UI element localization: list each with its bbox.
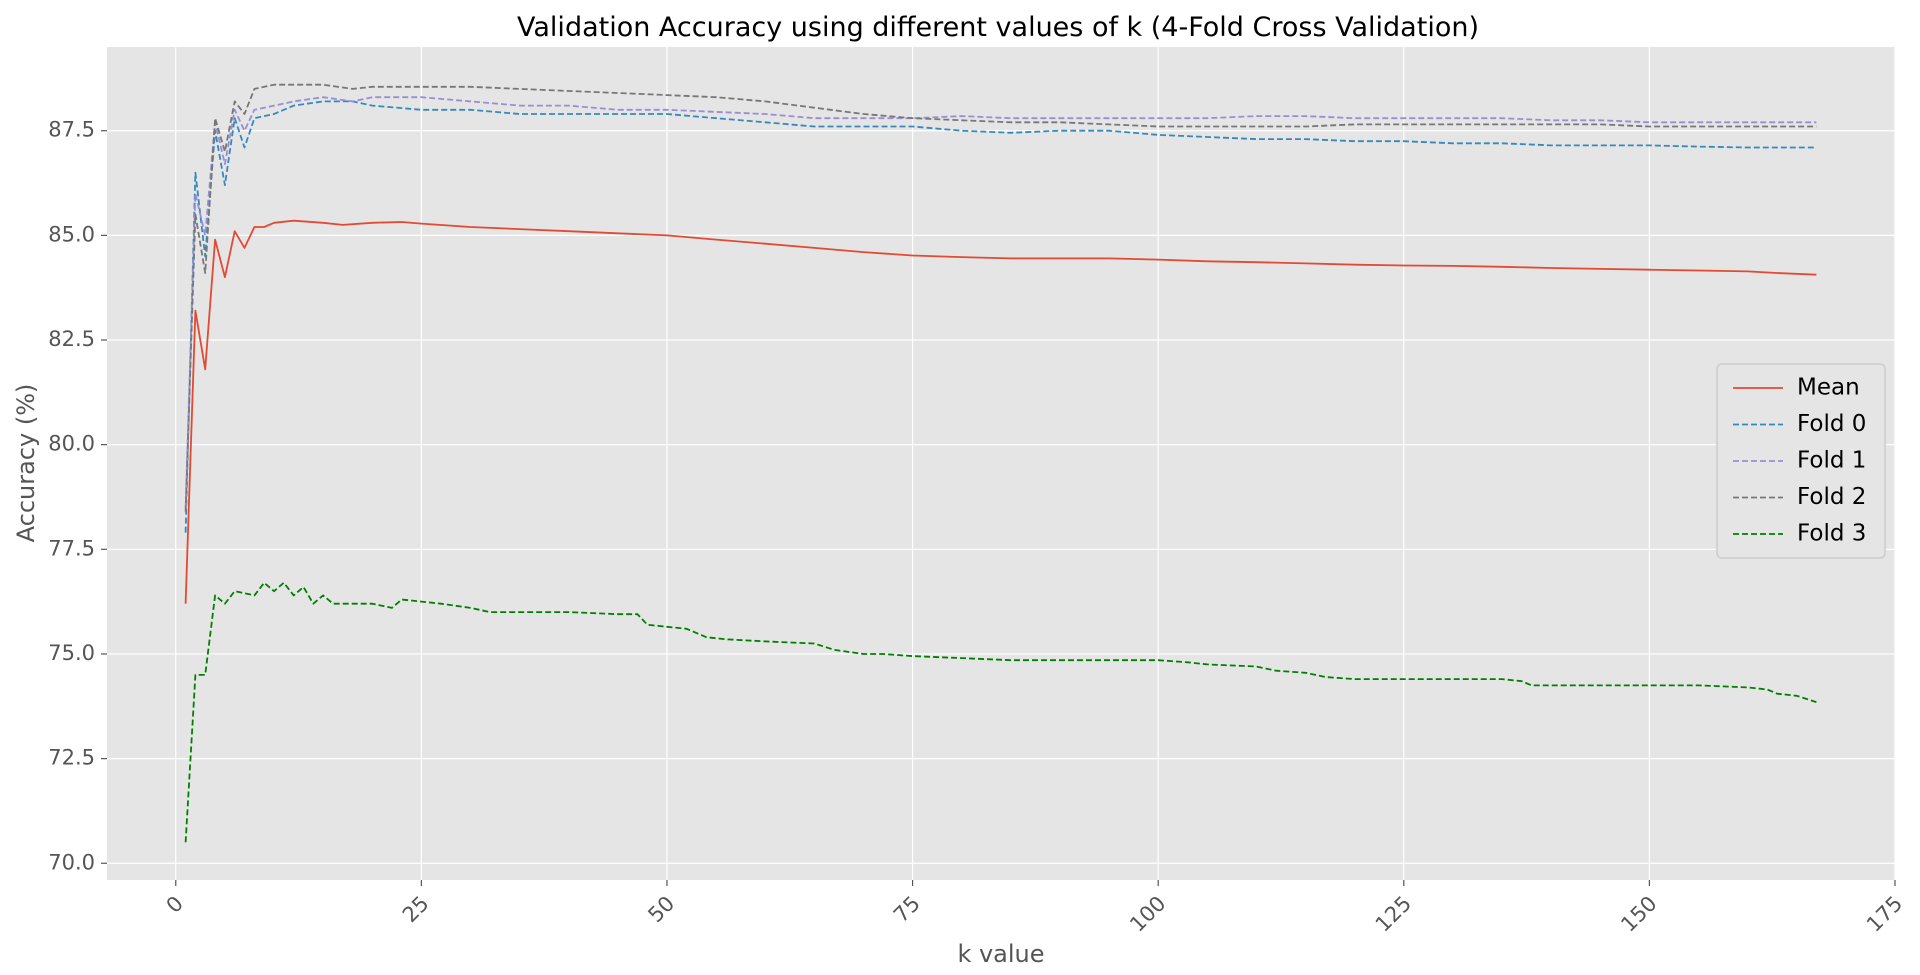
x-tick-label: 100 bbox=[1125, 891, 1170, 936]
y-tick-label: 77.5 bbox=[48, 536, 95, 560]
series-line-fold-1 bbox=[184, 96, 1817, 508]
legend-label-fold-3: Fold 3 bbox=[1797, 521, 1866, 547]
x-tick-label: 175 bbox=[1862, 891, 1907, 936]
legend: Mean Fold 0 Fold 1 Fold 2 Fold 3 bbox=[1716, 363, 1886, 559]
x-tick-label: 150 bbox=[1616, 891, 1661, 936]
y-axis-label: Accuracy (%) bbox=[12, 384, 40, 543]
plot-area bbox=[107, 47, 1895, 880]
y-tick-label: 72.5 bbox=[48, 746, 95, 770]
series-line-fold-3 bbox=[184, 581, 1817, 843]
series-line-fold-0 bbox=[184, 100, 1817, 533]
series-line-fold-2 bbox=[184, 83, 1817, 512]
legend-label-fold-1: Fold 1 bbox=[1797, 448, 1866, 474]
y-tick-label: 70.0 bbox=[48, 850, 95, 874]
x-tick-label: 0 bbox=[162, 891, 188, 917]
legend-label-fold-2: Fold 2 bbox=[1797, 484, 1866, 510]
legend-box bbox=[1716, 363, 1886, 559]
x-tick-label: 75 bbox=[889, 891, 925, 927]
legend-label-mean: Mean bbox=[1797, 375, 1860, 401]
y-tick-label: 87.5 bbox=[48, 118, 95, 142]
series-line-mean bbox=[184, 219, 1817, 604]
y-tick-label: 75.0 bbox=[48, 641, 95, 665]
x-tick-label: 50 bbox=[643, 891, 679, 927]
chart-title: Validation Accuracy using different valu… bbox=[517, 12, 1479, 43]
y-tick-label: 85.0 bbox=[48, 222, 95, 246]
x-tick-label: 25 bbox=[398, 891, 434, 927]
x-tick-label: 125 bbox=[1371, 891, 1416, 936]
legend-label-fold-0: Fold 0 bbox=[1797, 411, 1866, 437]
series-group bbox=[184, 83, 1817, 843]
x-axis-label: k value bbox=[957, 940, 1044, 968]
y-tick-label: 82.5 bbox=[48, 327, 95, 351]
y-tick-label: 80.0 bbox=[48, 432, 95, 456]
grid bbox=[107, 47, 1896, 880]
